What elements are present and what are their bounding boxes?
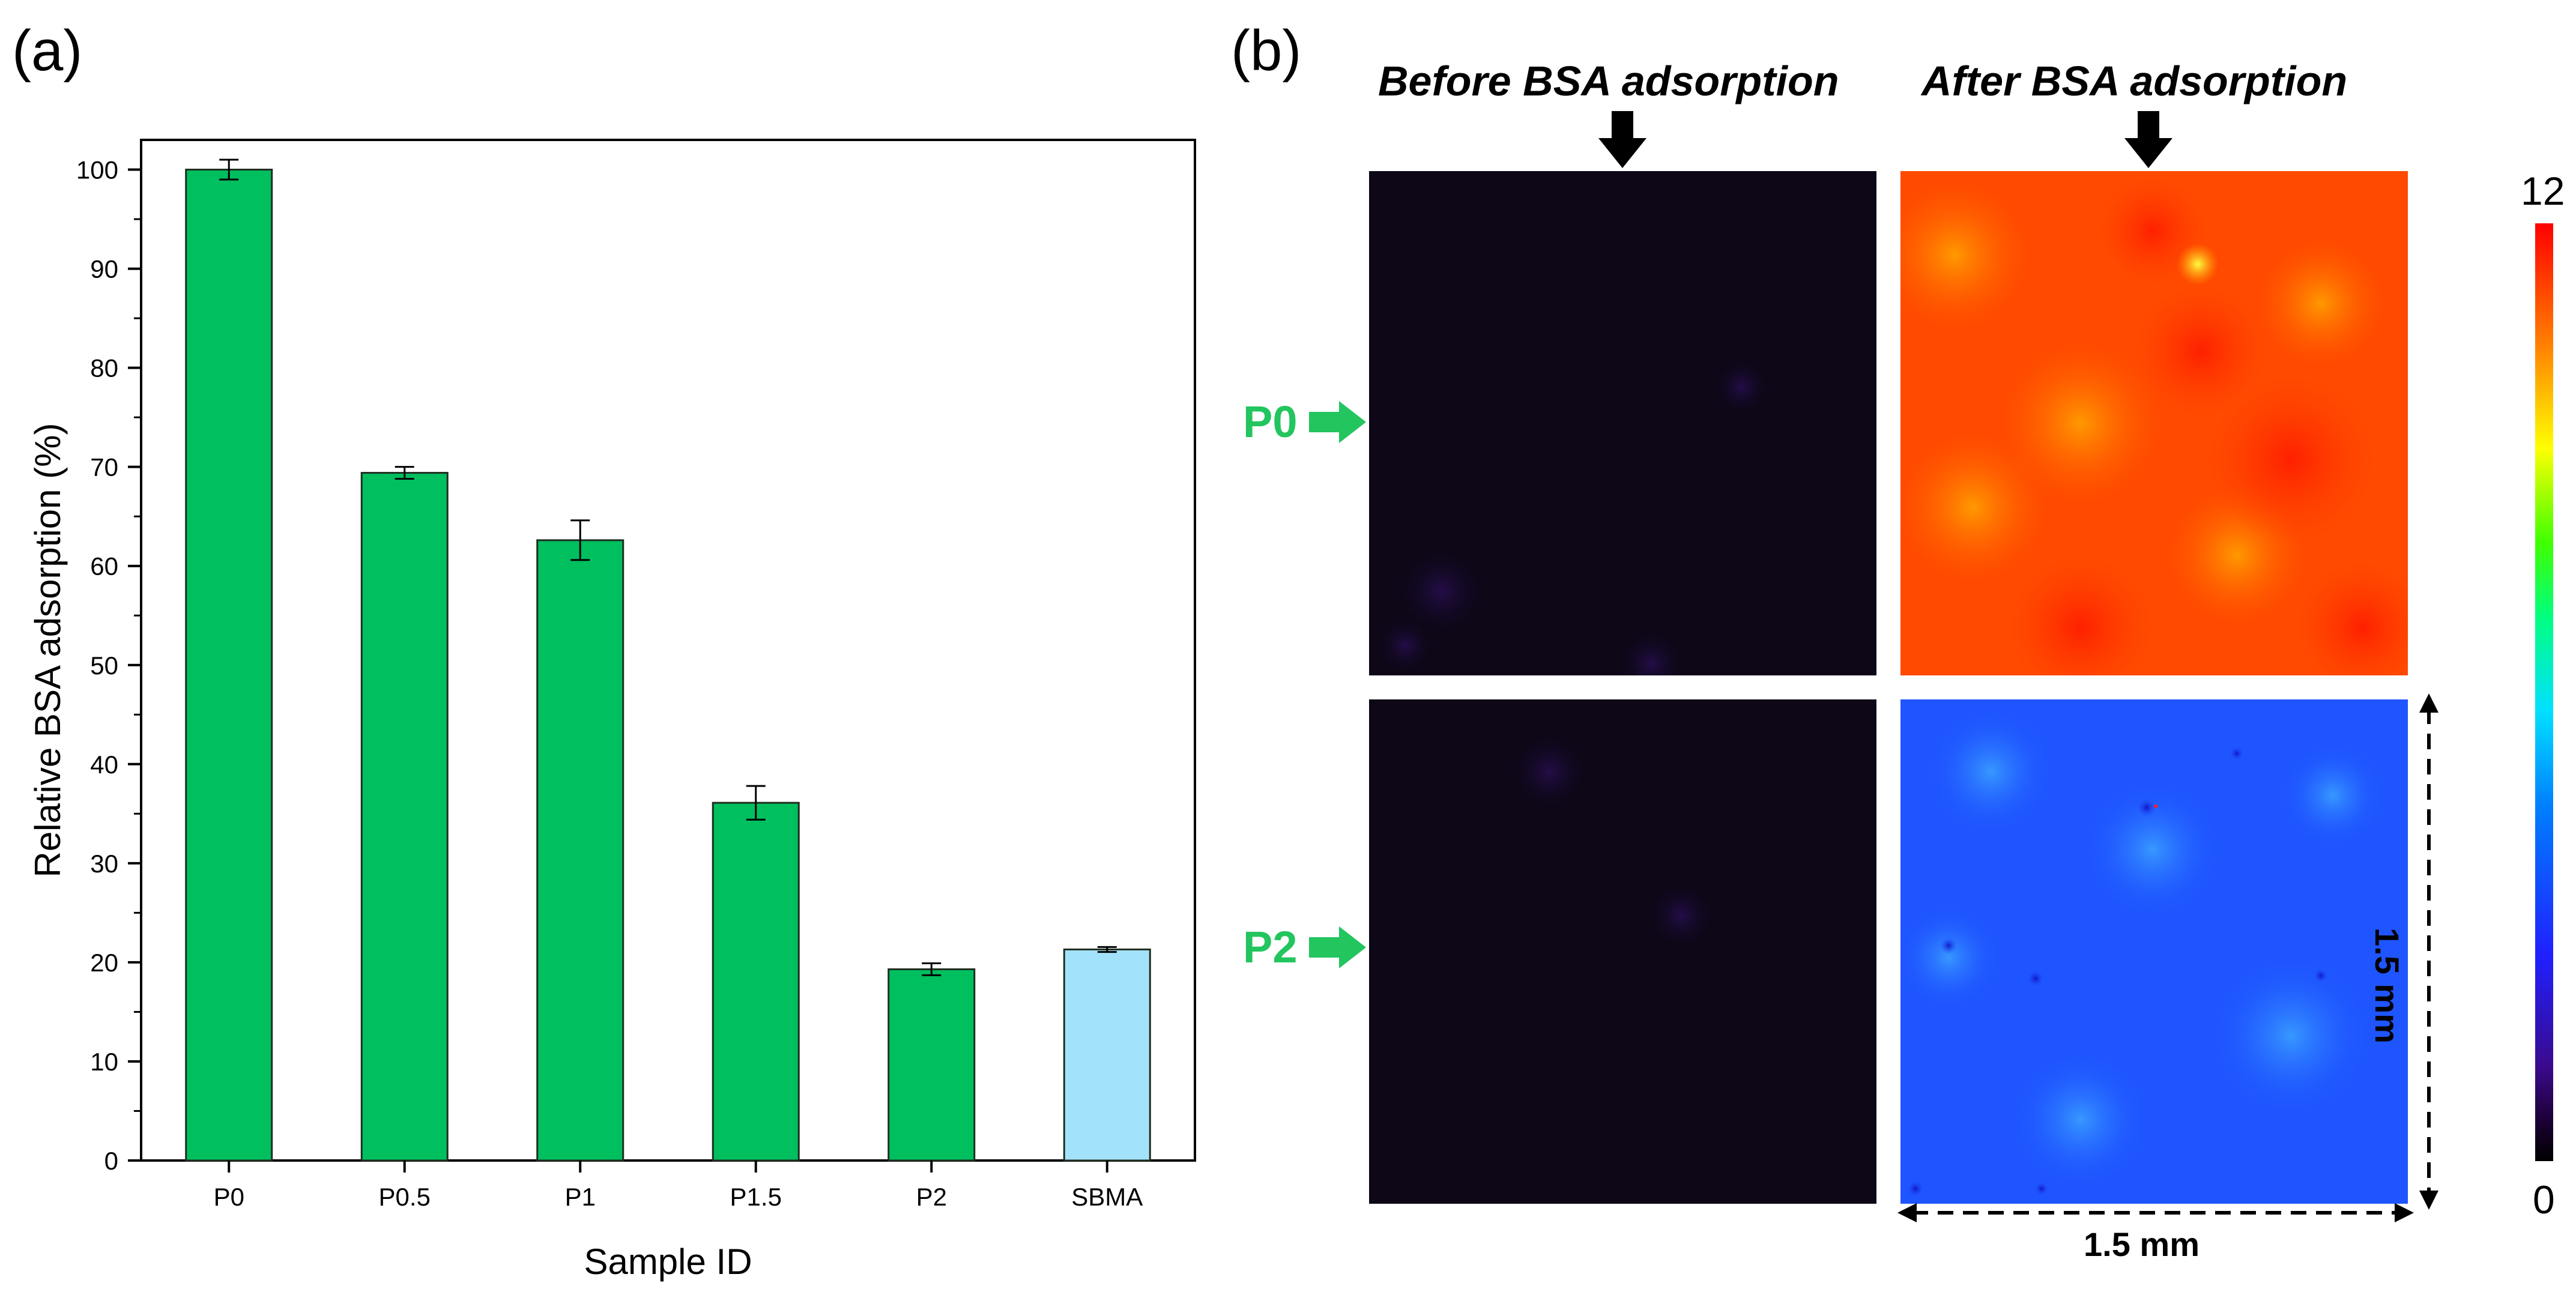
dimension-label-horizontal: 1.5 mm	[2084, 1225, 2200, 1263]
y-tick-label: 100	[76, 156, 118, 184]
bar-sbma	[1063, 948, 1151, 1162]
row-label-p0: P0	[1243, 397, 1298, 447]
x-tick-label: P1.5	[730, 1183, 782, 1211]
map-p2-after	[1900, 699, 2408, 1204]
panel-b-label: (b)	[1231, 19, 1302, 83]
column-header-before: Before BSA adsorption	[1378, 58, 1839, 104]
plot-frame	[140, 139, 1196, 1162]
x-axis-title: Sample ID	[584, 1242, 752, 1282]
map-p0-before	[1369, 171, 1876, 675]
dimension-label-vertical: 1.5 mm	[2368, 928, 2406, 1043]
y-tick-label: 50	[90, 651, 118, 680]
arrow-down-before-icon	[1598, 111, 1646, 168]
y-tick-label: 30	[90, 850, 118, 878]
y-axis-title: Relative BSA adsorption (%)	[28, 423, 68, 877]
y-tick-label: 40	[90, 750, 118, 779]
colorbar	[2535, 223, 2553, 1161]
y-tick-label: 0	[104, 1147, 118, 1175]
x-tick-label: P0.5	[379, 1183, 431, 1211]
arrow-down-after-icon	[2124, 111, 2172, 168]
colorbar-min-label: 0	[2533, 1177, 2555, 1222]
y-tick-label: 60	[90, 552, 118, 581]
dimension-arrow-vertical	[2419, 693, 2438, 1210]
colorbar-max-label: 12	[2521, 169, 2565, 213]
x-tick-label: P1	[565, 1183, 596, 1211]
y-tick-label: 70	[90, 453, 118, 481]
x-tick-label: P2	[916, 1183, 947, 1211]
y-tick-label: 10	[90, 1048, 118, 1076]
arrow-right-p0-icon	[1309, 401, 1366, 443]
bar-chart: 0 10 20 30 40 50 60 70 80 90 100 P0 P0.5 P1 P1.5 P2 SBMA…	[28, 139, 1196, 1282]
bar-p0-5	[360, 472, 449, 1162]
x-tick-label: P0	[214, 1183, 244, 1211]
x-tick-label: SBMA	[1071, 1183, 1143, 1211]
row-label-p2: P2	[1243, 922, 1298, 972]
y-tick-label: 90	[90, 255, 118, 283]
bar-p0	[185, 169, 273, 1162]
y-tick-label: 80	[90, 354, 118, 382]
map-p2-before	[1369, 699, 1876, 1204]
map-p0-after	[1900, 171, 2408, 675]
bar-p2	[887, 968, 976, 1162]
arrow-right-p2-icon	[1309, 926, 1366, 968]
panel-a-label: (a)	[12, 19, 83, 83]
column-header-after: After BSA adsorption	[1921, 58, 2348, 104]
y-tick-label: 20	[90, 949, 118, 977]
bar-p1	[536, 539, 624, 1162]
dimension-arrow-horizontal	[1897, 1203, 2414, 1222]
bar-p1-5	[712, 801, 800, 1162]
